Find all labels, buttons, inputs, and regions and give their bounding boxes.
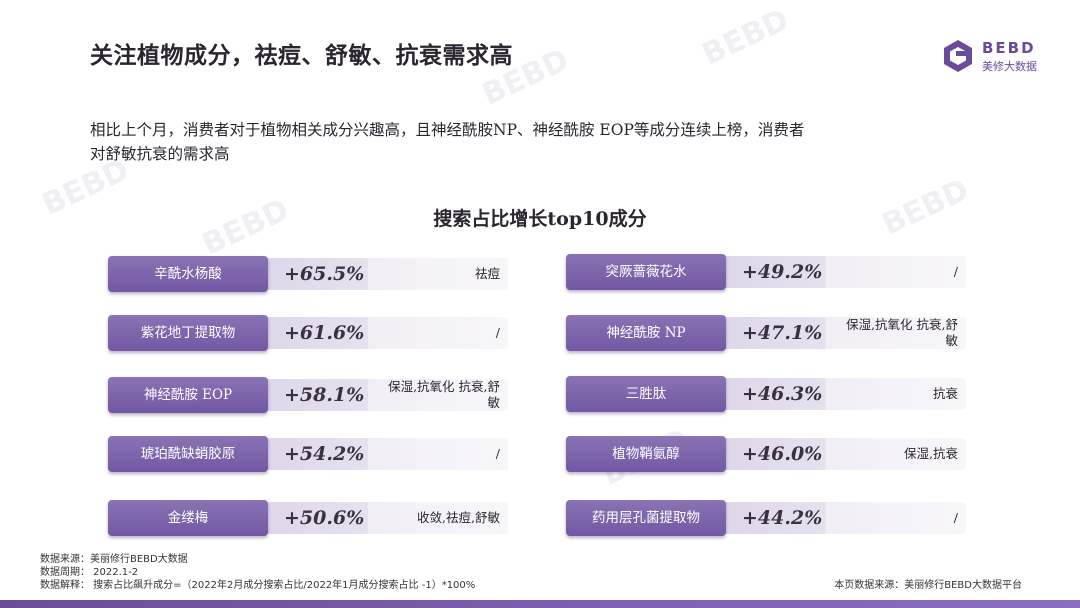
ingredient-name: 三胜肽: [566, 376, 726, 412]
ingredient-row: 植物鞘氨醇 +46.0% 保湿,抗衰: [566, 436, 966, 472]
intro-line: 相比上个月，消费者对于植物相关成分兴趣高，且神经酰胺NP、神经酰胺 EOP等成分…: [90, 121, 805, 139]
ingredient-effect: 保湿,抗衰: [904, 446, 958, 461]
growth-percent: +49.2%: [742, 261, 823, 283]
growth-percent: +46.0%: [742, 443, 823, 465]
ingredient-row: 金缕梅 +50.6% 收敛,祛痘,舒敏: [108, 500, 508, 536]
ingredient-name: 神经酰胺 EOP: [108, 377, 268, 413]
intro-line: 对舒敏抗衰的需求高: [90, 145, 230, 163]
intro-paragraph: 相比上个月，消费者对于植物相关成分兴趣高，且神经酰胺NP、神经酰胺 EOP等成分…: [90, 118, 940, 166]
ingredient-name: 植物鞘氨醇: [566, 436, 726, 472]
pct-box: [716, 378, 826, 410]
footnote-explain: 数据解释： 搜索占比飙升成分=（2022年2月成分搜索占比/2022年1月成分搜…: [40, 580, 476, 591]
growth-percent: +61.6%: [284, 322, 365, 344]
ingredient-effect: /: [953, 264, 958, 279]
ingredient-effect: /: [495, 446, 500, 461]
logo-text-en: BEBD: [982, 39, 1036, 57]
footnote-period: 数据周期： 2022.1-2: [40, 567, 139, 578]
chart-title: 搜索占比增长top10成分: [433, 208, 647, 230]
growth-percent: +47.1%: [742, 322, 823, 344]
ingredient-row: 三胜肽 +46.3% 抗衰: [566, 376, 966, 412]
ingredient-effect: /: [495, 325, 500, 340]
page-title: 关注植物成分，祛痘、舒敏、抗衰需求高: [90, 43, 513, 69]
ingredient-row: 突厥蔷薇花水 +49.2% /: [566, 254, 966, 290]
ingredient-row: 神经酰胺 NP +47.1% 保湿,抗氧化 抗衰,舒敏: [566, 315, 966, 351]
watermark: BEBD: [696, 2, 795, 73]
ingredient-name: 神经酰胺 NP: [566, 315, 726, 351]
pct-box: [258, 438, 368, 470]
pct-box: [258, 258, 368, 290]
ingredient-name: 金缕梅: [108, 500, 268, 536]
pct-box: [716, 502, 826, 534]
growth-percent: +58.1%: [284, 384, 365, 406]
ingredient-row: 辛酰水杨酸 +65.5% 祛痘: [108, 256, 508, 292]
ingredient-effect: 祛痘: [474, 266, 500, 281]
ingredient-row: 紫花地丁提取物 +61.6% /: [108, 315, 508, 351]
pct-box: [716, 317, 826, 349]
pct-box: [258, 379, 368, 411]
ingredient-name: 突厥蔷薇花水: [566, 254, 726, 290]
ingredient-name: 琥珀酰缺蛸胶原: [108, 436, 268, 472]
ingredient-effect: 保湿,抗氧化 抗衰,舒敏: [846, 317, 958, 348]
logo-text-cn: 美修大数据: [982, 60, 1037, 73]
ingredient-row: 琥珀酰缺蛸胶原 +54.2% /: [108, 436, 508, 472]
brand-logo: BEBD 美修大数据: [940, 38, 1040, 74]
ingredient-row: 神经酰胺 EOP +58.1% 保湿,抗氧化 抗衰,舒敏: [108, 377, 508, 413]
pct-box: [716, 438, 826, 470]
pct-box: [258, 317, 368, 349]
ingredient-row: 药用层孔菌提取物 +44.2% /: [566, 500, 966, 536]
growth-percent: +54.2%: [284, 443, 365, 465]
ingredient-effect: 保湿,抗氧化 抗衰,舒敏: [388, 379, 500, 410]
ingredient-name: 辛酰水杨酸: [108, 256, 268, 292]
ingredient-effect: /: [953, 510, 958, 525]
pct-box: [258, 502, 368, 534]
bottom-bar: [0, 600, 1080, 608]
growth-percent: +44.2%: [742, 507, 823, 529]
ingredient-effect: 收敛,祛痘,舒敏: [417, 510, 500, 525]
growth-percent: +65.5%: [284, 263, 365, 285]
footnote-source: 数据来源：美丽修行BEBD大数据: [40, 554, 188, 565]
growth-percent: +46.3%: [742, 383, 823, 405]
hexagon-logo-icon: [944, 40, 972, 72]
ingredient-effect: 抗衰: [932, 386, 958, 401]
page-source-note: 本页数据来源：美丽修行BEBD大数据平台: [834, 580, 1022, 591]
pct-box: [716, 256, 826, 288]
footnotes: 数据来源：美丽修行BEBD大数据 数据周期： 2022.1-2 数据解释： 搜索…: [40, 553, 475, 592]
ingredient-name: 药用层孔菌提取物: [566, 500, 726, 536]
growth-percent: +50.6%: [284, 507, 365, 529]
ingredient-name: 紫花地丁提取物: [108, 315, 268, 351]
